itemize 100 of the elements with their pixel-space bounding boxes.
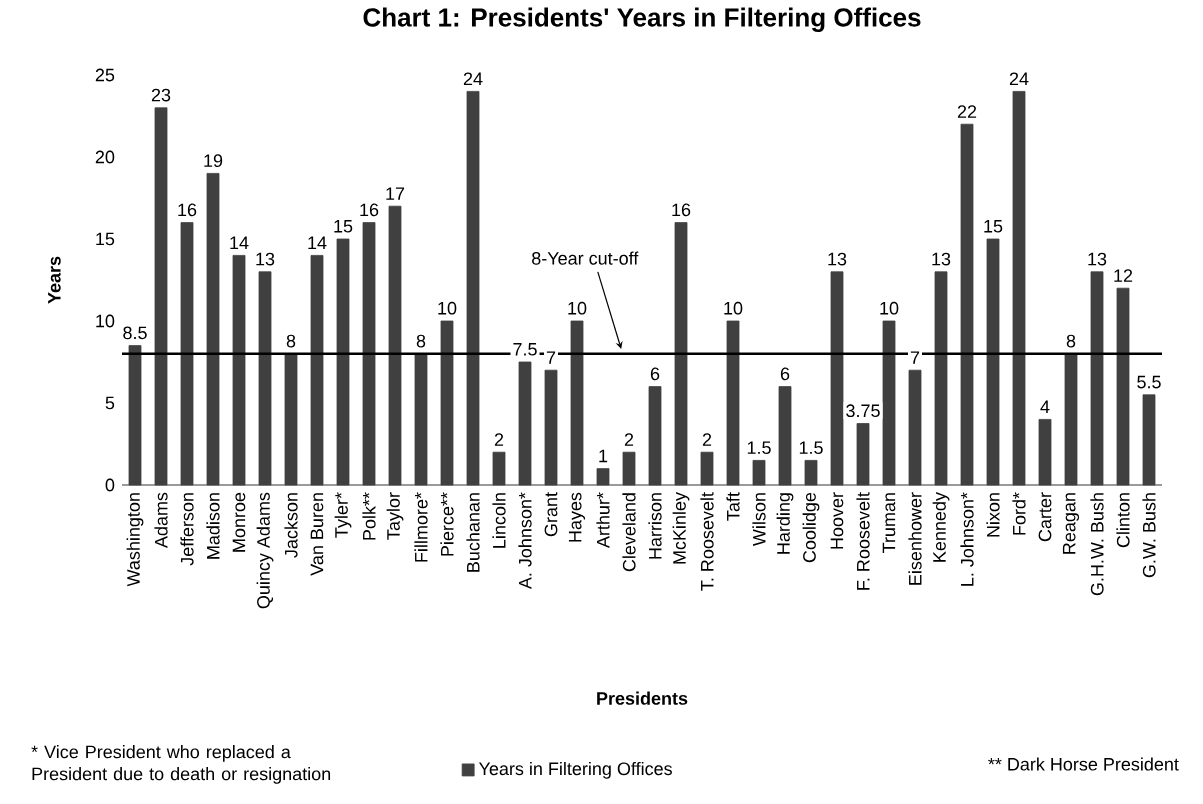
bar [258,271,272,486]
x-tick-label: Grant [544,492,558,537]
bar [362,222,376,486]
x-tick-label: Nixon [986,493,1000,537]
bar [570,320,584,486]
x-tick-label: Washington [126,493,144,587]
text: * Vice President who replaced a President due to death or resignation [31,745,331,784]
bar [1142,394,1156,486]
text: ** Dark Horse President [988,757,1179,771]
data-label: 8 [1066,334,1076,348]
data-label: 10 [724,301,743,315]
bar [1064,353,1078,486]
x-tick-label: Carter [1038,492,1052,542]
data-label: 2 [702,433,712,446]
bar [180,222,194,486]
x-tick-label: Hoover [830,492,844,549]
x-tick-label: Taylor [386,492,404,540]
x-tick-label: Reagan [1062,493,1080,554]
x-tick-label: Pierce** [440,492,454,556]
x-tick-label: Clinton [1116,493,1130,548]
bar [518,361,532,486]
data-label: 22 [957,105,977,118]
x-tick-label: Madison [206,493,220,559]
x-tick-label: Arthur* [596,492,610,549]
data-label: 14 [230,236,249,249]
bar [622,451,636,486]
data-label: 8 [416,334,426,348]
data-label: 2 [494,433,504,446]
bar [596,468,610,486]
legend-label: Years in Filtering Offices [478,761,672,779]
data-label: 3.75 [846,404,880,418]
x-tick-label: Cleveland [622,493,636,572]
data-label: 12 [1114,269,1133,282]
data-label: 5.5 [1137,375,1161,389]
chart-title: Chart 1: Presidents' Years in Filtering Offices [363,7,921,32]
x-axis-title: Presidents [597,691,688,705]
bar [440,320,454,486]
x-tick-label: Tyler* [334,492,352,538]
x-tick-label: A. Johnson* [518,492,532,590]
data-label: 15 [334,220,353,233]
bar [830,271,844,486]
data-label: 16 [178,203,197,217]
bar [232,255,246,486]
bar [700,451,714,486]
bar [986,238,1000,486]
bar [128,345,142,486]
data-label: 23 [151,88,171,102]
x-tick-label: Quincy Adams [256,492,274,609]
x-tick-label: Adams [154,492,168,549]
data-label: 15 [984,220,1003,233]
bar [544,369,558,486]
data-label: 16 [672,203,691,217]
data-label: 4 [1040,400,1050,413]
x-tick-label: Fillmore* [414,492,428,562]
y-tick-label: 10 [96,314,115,328]
x-tick-label: Ford* [1012,492,1026,535]
x-tick-label: McKinley [672,492,690,564]
bar [154,107,168,486]
data-label: 1.5 [799,441,823,455]
ref-line-label: 8-Year cut-off [532,251,639,265]
x-tick-label: F. Roosevelt [856,492,870,590]
data-label: 17 [386,187,405,200]
y-tick-label: 5 [105,396,115,410]
bar [726,320,740,486]
x-tick-label: G.W. Bush [1142,493,1156,578]
x-tick-label: Jackson [284,493,298,558]
bar [934,271,948,486]
bar [466,91,480,486]
data-label: 6 [650,367,660,381]
bar [492,451,506,486]
data-label: 2 [624,433,634,446]
x-tick-label: Taft [726,492,740,521]
data-label: 6 [780,367,790,381]
data-label: 13 [828,252,847,266]
bar [674,222,688,486]
y-tick-label: 25 [95,68,115,82]
x-tick-label: Van Buren [310,493,324,576]
y-tick-label: 0 [105,478,115,492]
data-label: 19 [204,154,223,168]
x-tick-label: T. Roosevelt [700,492,714,591]
data-label: 24 [463,72,483,85]
bar [804,460,818,486]
bar [960,123,974,486]
x-tick-label: Buchanan [466,493,480,572]
x-tick-label: Hayes [568,492,586,542]
bar [336,238,350,486]
bar [1038,419,1052,486]
bar [1012,91,1026,486]
x-tick-label: Harding [776,493,794,554]
bar [388,205,402,486]
y-axis-title: Years [48,256,61,304]
bar [310,255,324,486]
x-tick-label: Polk** [362,492,376,540]
data-label: 8 [286,334,296,348]
data-label: 14 [308,236,327,249]
bar [1090,271,1104,486]
bar [908,369,922,486]
data-label: 13 [1088,252,1107,266]
data-label: 13 [256,252,275,266]
x-tick-label: Coolidge [802,492,820,563]
